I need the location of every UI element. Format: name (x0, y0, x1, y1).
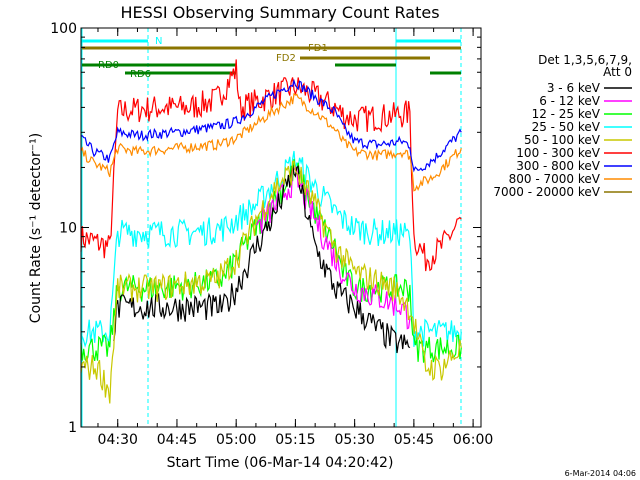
flag-label-n: N (155, 36, 162, 47)
x-tick-label: 05:45 (394, 432, 434, 448)
series-line-6 (113, 165, 411, 354)
y-tick-label: 10 (59, 221, 77, 237)
legend-header: Att 0 (603, 65, 632, 79)
x-tick-label: 05:30 (334, 432, 374, 448)
x-axis-label: Start Time (06-Mar-14 04:20:42) (167, 455, 394, 471)
x-tick-label: 04:45 (157, 432, 197, 448)
y-tick-label: 100 (50, 21, 77, 37)
legend-entry-label: 50 - 100 keV (524, 133, 601, 147)
legend-entry-label: 300 - 800 keV (516, 159, 600, 173)
plot-timestamp: 6-Mar-2014 04:06 (565, 469, 636, 478)
y-tick-label: 1 (68, 420, 77, 436)
legend-entry-label: 100 - 300 keV (516, 146, 600, 160)
x-tick-label: 05:00 (216, 432, 256, 448)
flag-label-rd6: RD6 (130, 69, 151, 80)
y-axis-label: Count Rate (s⁻¹ detector⁻¹) (28, 133, 44, 323)
flag-label-fd2: FD2 (276, 53, 296, 64)
legend-entry-label: 6 - 12 keV (539, 94, 601, 108)
legend-entry-label: 800 - 7000 keV (509, 172, 601, 186)
chart-title: HESSI Observing Summary Count Rates (120, 3, 439, 22)
series-line-2 (80, 92, 462, 192)
axes-layer: 04:30 04:45 05:00 05:15 05:30 05:45 06:00 1 10 10… (50, 21, 493, 448)
x-tick-label: 04:30 (98, 432, 138, 448)
series-line-1 (81, 78, 462, 173)
series-layer (80, 59, 462, 404)
series-line-7 (80, 160, 462, 404)
flag-label-fd1: FD1 (308, 43, 328, 54)
flags-layer: N FD1 FD2 RD0 RD6 (81, 28, 462, 427)
legend-entry-label: 3 - 6 keV (547, 81, 601, 95)
flag-label-rd0: RD0 (98, 60, 119, 71)
x-tick-label: 06:00 (453, 432, 493, 448)
legend-header: Det 1,3,5,6,7,9, (538, 53, 632, 67)
x-tick-label: 05:15 (275, 432, 315, 448)
legend-entry-label: 25 - 50 keV (532, 120, 601, 134)
series-line-0 (80, 59, 462, 272)
legend-entry-label: 12 - 25 keV (532, 107, 601, 121)
legend-entry-label: 7000 - 20000 keV (493, 185, 600, 199)
series-line-3 (80, 150, 462, 348)
series-line-5 (255, 165, 411, 330)
